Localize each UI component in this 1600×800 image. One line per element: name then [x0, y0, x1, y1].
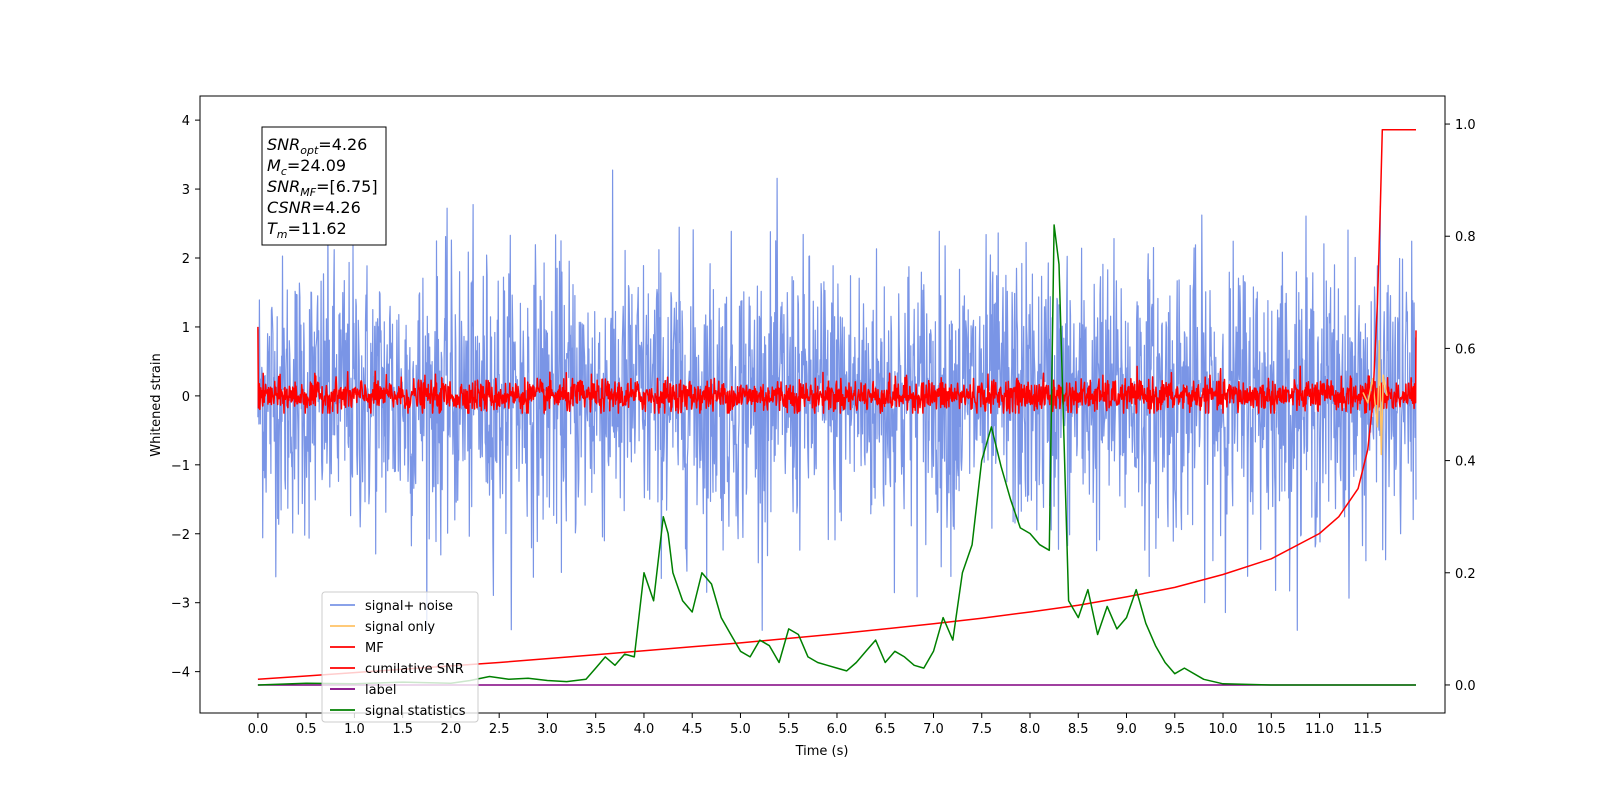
info-box-frame [261, 126, 387, 246]
x-tick-label: 6.5 [875, 722, 896, 737]
x-tick-label: 11.0 [1305, 722, 1334, 737]
x-tick-label: 3.5 [585, 722, 606, 737]
x-tick-label: 0.0 [248, 722, 269, 737]
series-signal-only [1362, 339, 1388, 456]
y2-tick-label: 0.2 [1455, 567, 1476, 582]
x-tick-label: 5.5 [778, 722, 799, 737]
y-axis-label: Whitened strain [149, 353, 164, 456]
x-axis: 0.0 0.5 1.0 1.5 2.0 2.5 3.0 3.5 4.0 4.5 5.0 5.5 6.0 6… [248, 713, 1382, 737]
y-tick-label: −1 [171, 459, 190, 474]
x-tick-label: 5.0 [730, 722, 751, 737]
legend-label: cumilative SNR [365, 662, 464, 677]
legend-label: MF [365, 641, 384, 656]
legend-label: signal+ noise [365, 599, 453, 614]
y-axis-right: 0.0 0.2 0.4 0.6 0.8 1.0 [1445, 118, 1476, 694]
legend-label: signal statistics [365, 704, 466, 719]
y-axis-left: −4 −3 −2 −1 0 1 2 3 4 [171, 114, 200, 681]
y-tick-label: 3 [182, 183, 190, 198]
x-tick-label: 6.0 [827, 722, 848, 737]
x-tick-label: 9.0 [1116, 722, 1137, 737]
info-line: Mc=24.09 [267, 156, 346, 178]
x-tick-label: 11.5 [1353, 722, 1382, 737]
legend-label: signal only [365, 620, 435, 635]
y-tick-label: 0 [182, 390, 190, 405]
series-signal-noise [257, 169, 1417, 631]
y-tick-label: 1 [182, 321, 190, 336]
x-tick-label: 1.5 [392, 722, 413, 737]
info-box: SNRopt=4.26Mc=24.09SNRMF=[6.75]CSNR=4.26… [261, 126, 387, 246]
y-tick-label: −2 [171, 528, 190, 543]
y2-tick-label: 0.6 [1455, 342, 1476, 357]
y2-tick-label: 1.0 [1455, 118, 1476, 133]
x-tick-label: 8.0 [1020, 722, 1041, 737]
info-line: SNRMF=[6.75] [267, 177, 378, 199]
x-tick-label: 0.5 [296, 722, 317, 737]
x-tick-label: 3.0 [537, 722, 558, 737]
series-signal-statistics [257, 224, 1416, 686]
series-cumilative-snr [257, 128, 1416, 681]
plot-frame [199, 95, 1446, 714]
x-tick-label: 2.5 [489, 722, 510, 737]
info-line: SNRopt=4.26 [267, 135, 367, 157]
y2-tick-label: 0.4 [1455, 455, 1476, 470]
x-tick-label: 10.5 [1257, 722, 1286, 737]
legend-label: label [365, 683, 396, 698]
y-tick-label: 4 [182, 114, 190, 129]
x-tick-label: 8.5 [1068, 722, 1089, 737]
x-tick-label: 4.5 [682, 722, 703, 737]
y2-tick-label: 0.0 [1455, 679, 1476, 694]
y-tick-label: 2 [182, 252, 190, 267]
x-tick-label: 10.0 [1209, 722, 1238, 737]
x-tick-label: 1.0 [344, 722, 365, 737]
x-tick-label: 9.5 [1164, 722, 1185, 737]
x-tick-label: 4.0 [634, 722, 655, 737]
y2-tick-label: 0.8 [1455, 230, 1476, 245]
legend-frame [321, 591, 479, 723]
legend: signal+ noise signal only MF cumilative SNR… [321, 591, 479, 723]
x-tick-label: 7.5 [971, 722, 992, 737]
y-tick-label: −3 [171, 597, 190, 612]
series-mf [257, 326, 1417, 414]
info-line: CSNR=4.26 [267, 198, 361, 217]
info-line: Tm=11.62 [267, 219, 347, 241]
y-tick-label: −4 [171, 666, 190, 681]
x-tick-label: 2.0 [441, 722, 462, 737]
x-tick-label: 7.0 [923, 722, 944, 737]
x-axis-label: Time (s) [795, 744, 849, 759]
